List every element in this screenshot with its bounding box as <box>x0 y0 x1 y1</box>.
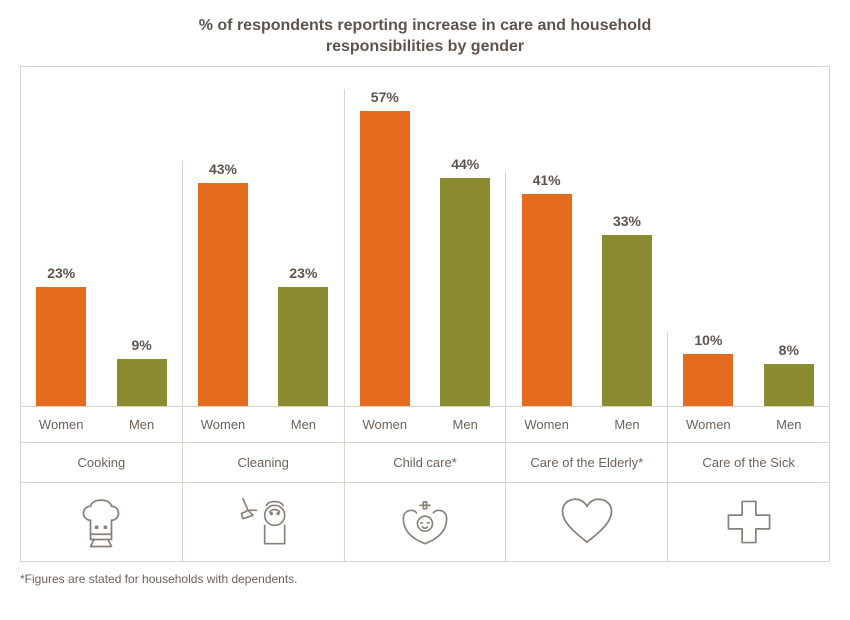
bar <box>602 235 652 406</box>
bar-group: 41% 33% <box>505 172 667 406</box>
bar-cell: 41% <box>506 172 586 406</box>
bar-group: 57% 44% <box>344 89 506 406</box>
footnote: *Figures are stated for households with … <box>20 572 830 586</box>
chart-container: % of respondents reporting increase in c… <box>0 0 850 586</box>
bar-value-label: 8% <box>779 342 799 358</box>
gender-label: Men <box>587 407 667 442</box>
category-label: Care of the Sick <box>667 443 829 482</box>
gender-label: Women <box>21 407 101 442</box>
gender-label-group: WomenMen <box>505 407 667 442</box>
bar-group: 43% 23% <box>182 161 344 405</box>
gender-label-group: WomenMen <box>344 407 506 442</box>
category-label-row: CookingCleaningChild care*Care of the El… <box>20 443 830 483</box>
gender-label: Men <box>263 407 343 442</box>
gender-label: Men <box>101 407 181 442</box>
bar-cell: 43% <box>183 161 263 405</box>
gender-label-row: WomenMenWomenMenWomenMenWomenMenWomenMen <box>20 406 830 443</box>
bar-cell: 23% <box>263 265 343 406</box>
bar-value-label: 57% <box>371 89 399 105</box>
gender-label-group: WomenMen <box>21 407 182 442</box>
bar-value-label: 43% <box>209 161 237 177</box>
bar-cell: 8% <box>749 342 829 405</box>
child-icon <box>344 483 506 561</box>
bar <box>440 178 490 405</box>
bar <box>117 359 167 406</box>
category-label: Cooking <box>21 443 182 482</box>
chart-title: % of respondents reporting increase in c… <box>165 16 685 58</box>
gender-label: Women <box>506 407 586 442</box>
bar-value-label: 10% <box>694 332 722 348</box>
bar <box>683 354 733 406</box>
bar-value-label: 44% <box>451 156 479 172</box>
bar-cell: 23% <box>21 265 101 406</box>
bar <box>36 287 86 406</box>
bar <box>764 364 814 405</box>
bar <box>522 194 572 406</box>
gender-label: Women <box>183 407 263 442</box>
gender-label-group: WomenMen <box>182 407 344 442</box>
bar-value-label: 9% <box>131 337 151 353</box>
chef-icon <box>21 483 182 561</box>
bar-group: 10% 8% <box>667 332 829 406</box>
bar-value-label: 41% <box>533 172 561 188</box>
category-label: Child care* <box>344 443 506 482</box>
bar-cell: 9% <box>101 337 181 406</box>
bar-value-label: 23% <box>289 265 317 281</box>
gender-label: Men <box>425 407 505 442</box>
gender-label: Women <box>668 407 748 442</box>
gender-label: Men <box>749 407 829 442</box>
bar <box>360 111 410 406</box>
gender-label-group: WomenMen <box>667 407 829 442</box>
bar-value-label: 33% <box>613 213 641 229</box>
bar-cell: 44% <box>425 156 505 405</box>
bar-group: 23% 9% <box>21 265 182 406</box>
category-label: Care of the Elderly* <box>505 443 667 482</box>
bar-cell: 10% <box>668 332 748 406</box>
bar-value-label: 23% <box>47 265 75 281</box>
category-label: Cleaning <box>182 443 344 482</box>
bar <box>278 287 328 406</box>
bar-cell: 57% <box>345 89 425 406</box>
category-icon-row <box>20 483 830 562</box>
clean-icon <box>182 483 344 561</box>
bar-cell: 33% <box>587 213 667 406</box>
heart-icon <box>505 483 667 561</box>
gender-label: Women <box>345 407 425 442</box>
bar <box>198 183 248 405</box>
plot-area: 23% 9% 43% 23% 57% 44% 41% 33% 10% 8% <box>20 66 830 406</box>
medical-icon <box>667 483 829 561</box>
